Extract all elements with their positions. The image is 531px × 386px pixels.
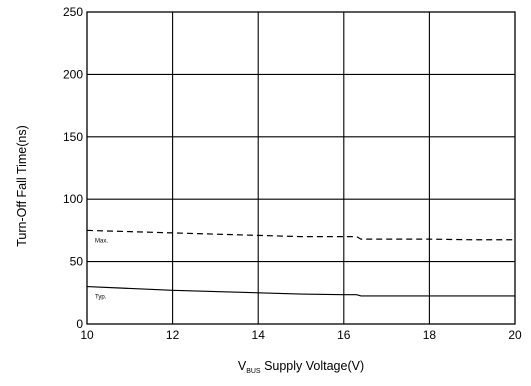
- y-tick-label: 250: [63, 5, 83, 19]
- x-tick-label: 18: [423, 328, 437, 342]
- series-labels: Max. Typ.: [95, 238, 108, 300]
- x-tick-label: 16: [337, 328, 351, 342]
- grid: [87, 12, 515, 324]
- y-tick-label: 200: [63, 67, 83, 81]
- x-axis-label: VBUS Supply Voltage(V): [238, 359, 364, 375]
- series-line-max: [86, 229, 515, 241]
- x-axis-label-prefix: V: [238, 359, 247, 373]
- series-label-max: Max.: [95, 238, 108, 244]
- x-tick-label: 10: [80, 328, 94, 342]
- plot-frame: [86, 11, 516, 325]
- series-group: [86, 229, 515, 297]
- series-line-typ: [86, 285, 515, 297]
- x-tick-labels: 10 12 14 16 18 20: [80, 328, 522, 342]
- y-tick-label: 150: [63, 130, 83, 144]
- x-axis-label-subscript: BUS: [246, 368, 261, 375]
- x-tick-label: 14: [252, 328, 266, 342]
- x-tick-label: 12: [166, 328, 180, 342]
- y-axis-label: Turn-Off Fall Time(ns): [15, 125, 29, 247]
- y-tick-label: 0: [76, 317, 83, 331]
- x-tick-label: 20: [508, 328, 522, 342]
- x-axis-label-suffix: Supply Voltage(V): [261, 359, 365, 373]
- y-tick-label: 50: [70, 255, 84, 269]
- y-tick-label: 100: [63, 192, 83, 206]
- y-tick-labels: 0 50 100 150 200 250: [63, 5, 83, 331]
- series-label-typ: Typ.: [95, 295, 107, 301]
